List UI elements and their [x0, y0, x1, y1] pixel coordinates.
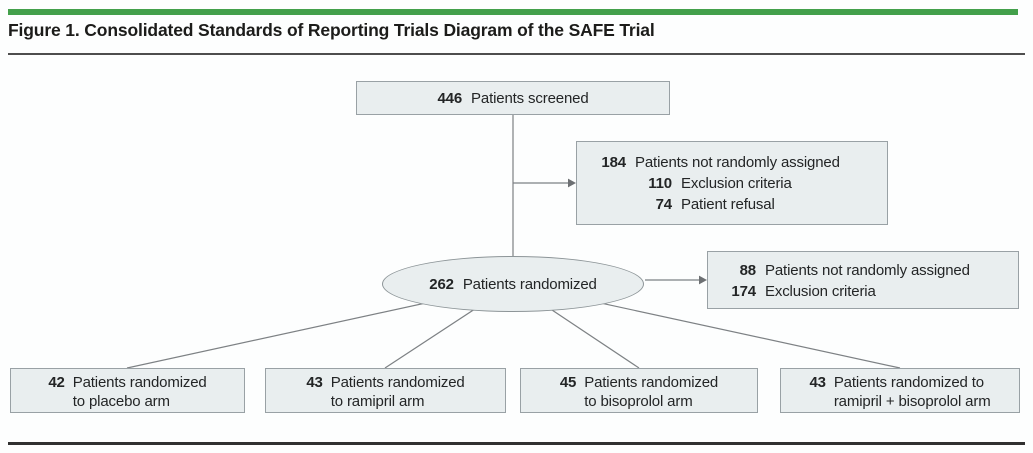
- arrowhead-exclusion-1: [568, 178, 576, 188]
- screened-label: Patients screened: [471, 89, 589, 107]
- arm-label-line1: Patients randomized: [584, 374, 719, 391]
- arm-count: 42: [48, 374, 65, 391]
- arm-label-line1: Patients randomized: [330, 374, 465, 391]
- arm-label: Patients randomized to ramipril arm: [331, 373, 465, 412]
- node-arm-ramipril-bisoprolol: 43 Patients randomized to ramipril + bis…: [780, 368, 1020, 413]
- bottom-divider: [8, 442, 1025, 445]
- node-patients-screened: 446 Patients screened: [356, 81, 670, 115]
- exclusion-label: Exclusion criteria: [681, 175, 792, 192]
- exclusion-count: 110: [648, 175, 672, 192]
- arm-label-line2: to placebo arm: [72, 393, 170, 410]
- arm-label: Patients randomized to placebo arm: [73, 373, 207, 412]
- exclusion-label: Patients not randomly assigned: [765, 262, 970, 279]
- node-arm-ramipril: 43 Patients randomized to ramipril arm: [265, 368, 506, 413]
- randomized-label: Patients randomized: [462, 275, 597, 293]
- exclusion-row: 184 Patients not randomly assigned: [577, 152, 887, 173]
- exclusion-label: Patient refusal: [681, 196, 775, 213]
- figure-title: Figure 1. Consolidated Standards of Repo…: [8, 20, 655, 40]
- node-patients-randomized: 262 Patients randomized: [382, 256, 644, 312]
- screened-count: 446: [437, 89, 463, 107]
- exclusion-count: 174: [731, 283, 756, 300]
- arrowhead-exclusion-2: [699, 275, 707, 285]
- exclusion-label: Exclusion criteria: [765, 283, 876, 300]
- figure-accent-bar: [8, 9, 1018, 15]
- exclusion-row: 174 Exclusion criteria: [708, 281, 1018, 302]
- title-divider: [8, 53, 1025, 55]
- arm-label: Patients randomized to bisoprolol arm: [584, 373, 718, 412]
- exclusion-row: 74 Patient refusal: [577, 194, 887, 215]
- arm-count: 43: [306, 374, 323, 391]
- arm-label-line1: Patients randomized to: [833, 374, 984, 391]
- exclusion-label: Patients not randomly assigned: [635, 154, 840, 171]
- exclusion-row: 110 Exclusion criteria: [577, 173, 887, 194]
- exclusion-count: 74: [655, 196, 673, 213]
- node-not-randomized-randomization: 88 Patients not randomly assigned 174 Ex…: [707, 251, 1019, 309]
- arm-label-line2: to bisoprolol arm: [584, 393, 693, 410]
- arm-label: Patients randomized to ramipril + bisopr…: [834, 373, 991, 412]
- exclusion-row: 88 Patients not randomly assigned: [708, 260, 1018, 281]
- arm-count: 43: [809, 374, 826, 391]
- arm-count: 45: [559, 374, 577, 391]
- randomized-count: 262: [429, 275, 454, 293]
- exclusion-count: 88: [739, 262, 757, 279]
- arm-label-line1: Patients randomized: [72, 374, 207, 391]
- node-arm-bisoprolol: 45 Patients randomized to bisoprolol arm: [520, 368, 758, 413]
- exclusion-count: 184: [601, 154, 626, 171]
- arm-label-line2: to ramipril arm: [330, 393, 425, 410]
- node-arm-placebo: 42 Patients randomized to placebo arm: [10, 368, 245, 413]
- node-not-randomized-screening: 184 Patients not randomly assigned 110 E…: [576, 141, 888, 225]
- arm-label-line2: ramipril + bisoprolol arm: [833, 393, 991, 410]
